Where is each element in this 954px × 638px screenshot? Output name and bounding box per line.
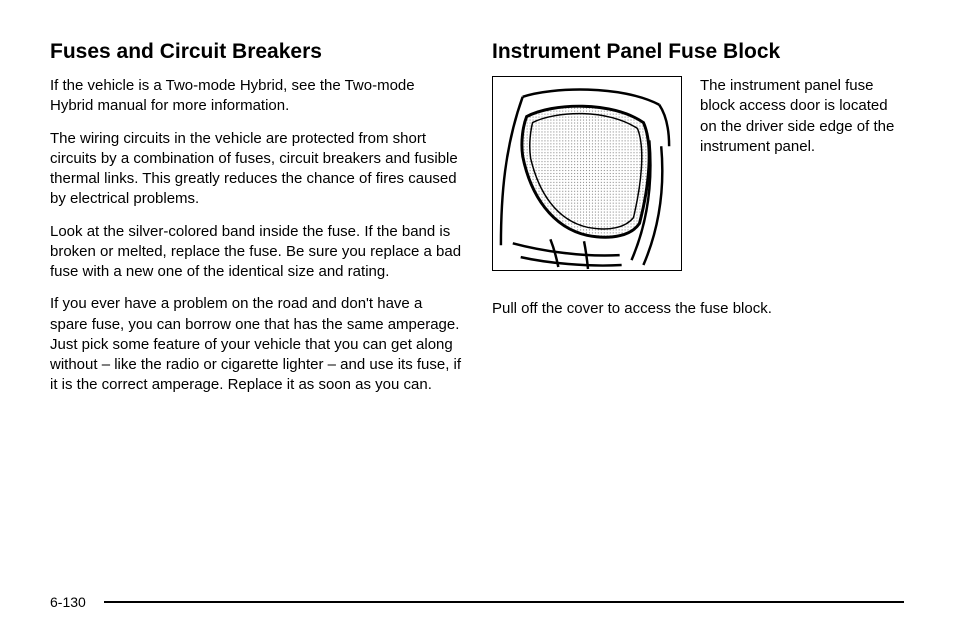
left-column: Fuses and Circuit Breakers If the vehicl… xyxy=(50,40,462,408)
left-p4: If you ever have a problem on the road a… xyxy=(50,294,462,395)
page-footer: 6-130 xyxy=(50,594,904,610)
fuse-panel-illustration xyxy=(492,76,682,271)
page-number: 6-130 xyxy=(50,594,86,610)
right-p-after: Pull off the cover to access the fuse bl… xyxy=(492,299,904,319)
figure-row: The instrument panel fuse block access d… xyxy=(492,76,904,271)
left-p2: The wiring circuits in the vehicle are p… xyxy=(50,129,462,210)
left-heading: Fuses and Circuit Breakers xyxy=(50,40,462,64)
right-column: Instrument Panel Fuse Block xyxy=(492,40,904,408)
footer-rule xyxy=(104,601,904,603)
content-columns: Fuses and Circuit Breakers If the vehicl… xyxy=(50,40,904,408)
figure-caption: The instrument panel fuse block access d… xyxy=(700,76,904,271)
left-p3: Look at the silver-colored band inside t… xyxy=(50,222,462,283)
right-heading: Instrument Panel Fuse Block xyxy=(492,40,904,64)
left-p1: If the vehicle is a Two-mode Hybrid, see… xyxy=(50,76,462,117)
